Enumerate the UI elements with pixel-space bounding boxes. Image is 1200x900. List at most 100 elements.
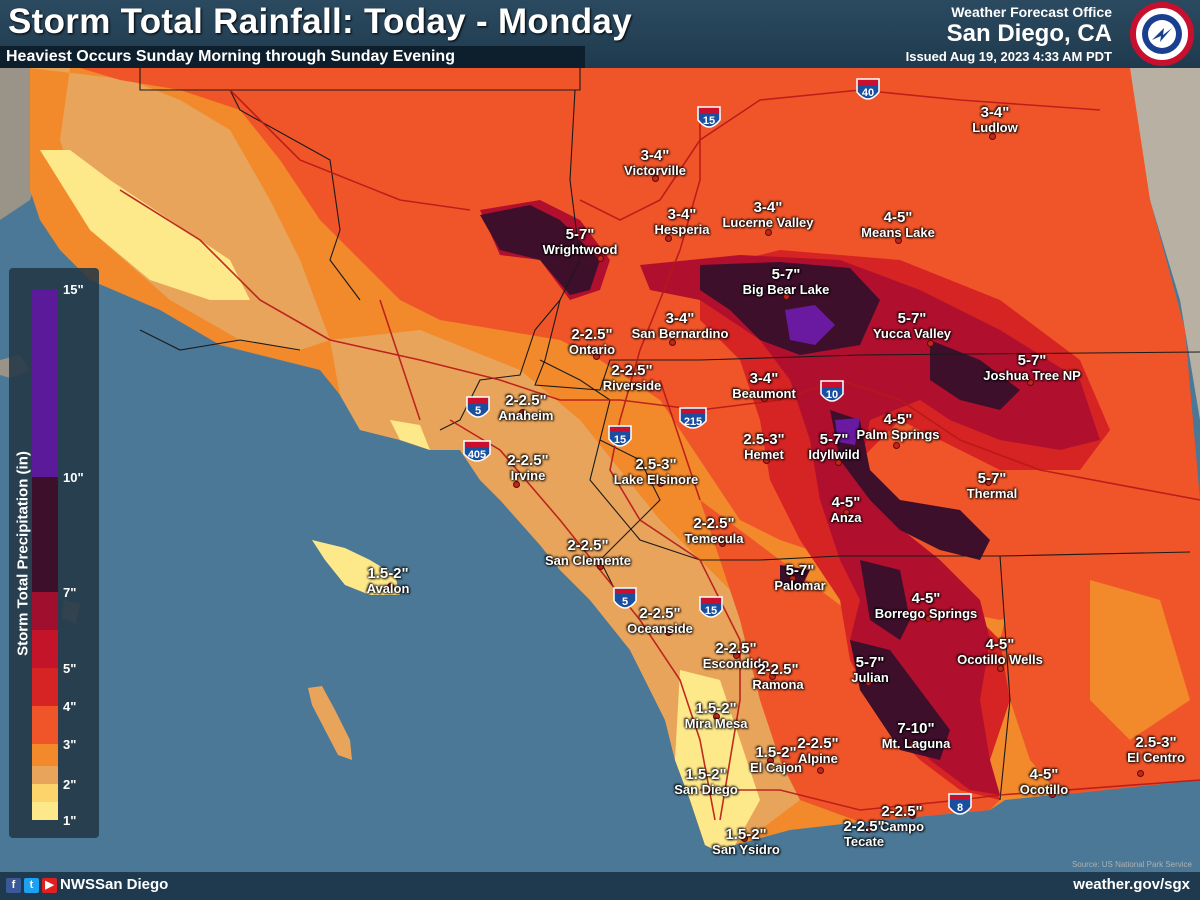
rainfall-amount: 3-4": [980, 104, 1010, 121]
facebook-icon[interactable]: f: [6, 878, 21, 893]
city-label: 5-7" Big Bear Lake: [743, 266, 830, 298]
rainfall-amount: 1.5-2": [755, 744, 797, 761]
rainfall-amount: 5-7": [819, 431, 849, 448]
city-marker: [707, 788, 714, 795]
city-label: 2-2.5" Ontario: [569, 326, 615, 358]
rainfall-amount: 2-2.5": [639, 605, 681, 622]
interstate-shield-icon: 5: [613, 587, 637, 609]
rainfall-amount: 4-5": [883, 209, 913, 226]
rainfall-amount: 5-7": [897, 310, 927, 327]
city-marker: [789, 575, 796, 582]
city-label: 5-7" Idyllwild: [808, 431, 859, 463]
interstate-number: 8: [957, 802, 963, 814]
city-label: 5-7" Joshua Tree NP: [983, 352, 1081, 384]
city-marker: [909, 812, 916, 819]
legend-tick: 5": [63, 661, 77, 676]
city-label: 5-7" Thermal: [967, 470, 1018, 502]
city-marker: [927, 340, 934, 347]
city-name: Ludlow: [972, 120, 1018, 136]
city-name: Palm Springs: [856, 427, 940, 443]
city-label: 5-7" Palomar: [774, 562, 825, 594]
interstate-number: 10: [826, 389, 838, 401]
city-marker: [513, 481, 520, 488]
city-marker: [997, 665, 1004, 672]
city-label: 2-2.5" Oceanside: [627, 605, 693, 637]
legend-title: Storm Total Precipitation (in): [14, 451, 32, 656]
rainfall-amount: 4-5": [1029, 766, 1059, 783]
city-marker: [835, 459, 842, 466]
city-marker: [669, 339, 676, 346]
source-credit: Source: US National Park Service: [1071, 860, 1192, 869]
city-marker: [783, 293, 790, 300]
city-name: Irvine: [510, 468, 546, 484]
city-marker: [909, 742, 916, 749]
legend-tick: 4": [63, 699, 77, 714]
city-name: Campo: [879, 819, 925, 835]
city-label: 1.5-2" Avalon: [367, 565, 410, 597]
interstate-number: 215: [684, 416, 702, 428]
interstate-number: 5: [475, 405, 481, 417]
interstate-shield-icon: 15: [699, 596, 723, 618]
city-name: Joshua Tree NP: [983, 368, 1081, 384]
footer-bar: [0, 872, 1200, 900]
city-label: 3-4" Lucerne Valley: [722, 199, 813, 231]
city-label: 2.5-3" El Centro: [1127, 734, 1185, 766]
rainfall-amount: 2-2.5": [505, 392, 547, 409]
city-label: 3-4" Ludlow: [972, 104, 1018, 136]
city-name: Ocotillo Wells: [957, 652, 1043, 668]
rainfall-amount: 2-2.5": [571, 326, 613, 343]
city-name: Ontario: [568, 342, 616, 358]
city-label: 2-2.5" Tecate: [843, 818, 884, 850]
city-name: Beaumont: [732, 386, 796, 402]
city-name: Tecate: [843, 834, 885, 850]
website-link[interactable]: weather.gov/sgx: [1073, 876, 1190, 893]
city-marker: [985, 479, 992, 486]
interstate-number: 5: [622, 596, 628, 608]
interstate-number: 15: [703, 115, 715, 127]
legend-tick: 10": [63, 470, 84, 485]
interstate-shield-icon: 15: [608, 425, 632, 447]
rainfall-amount: 3-4": [753, 199, 783, 216]
city-marker: [769, 673, 776, 680]
city-name: Big Bear Lake: [742, 282, 830, 298]
rainfall-amount: 4-5": [831, 494, 861, 511]
rainfall-amount: 3-4": [640, 147, 670, 164]
city-name: Lake Elsinore: [613, 472, 699, 488]
city-name: Borrego Springs: [874, 606, 978, 622]
interstate-number: 40: [862, 87, 874, 99]
city-label: 4-5" Ocotillo Wells: [957, 636, 1043, 668]
rainfall-amount: 3-4": [665, 310, 695, 327]
city-marker: [733, 652, 740, 659]
city-name: Alpine: [798, 751, 838, 767]
rainfall-amount: 4-5": [985, 636, 1015, 653]
city-marker: [761, 395, 768, 402]
interstate-shield-icon: 5: [466, 396, 490, 418]
interstate-number: 405: [468, 449, 486, 461]
social-links: f t ▶: [6, 878, 57, 893]
city-name: Means Lake: [861, 225, 935, 241]
city-name: El Cajon: [749, 760, 803, 776]
city-marker: [817, 767, 824, 774]
city-label: 2.5-3" Hemet: [743, 431, 784, 463]
rainfall-amount: 1.5-2": [685, 766, 727, 783]
rainfall-amount: 2-2.5": [757, 661, 799, 678]
city-name: Riverside: [602, 378, 662, 394]
city-label: 2-2.5" Escondido: [703, 640, 769, 672]
city-marker: [763, 457, 770, 464]
city-name: Anaheim: [498, 408, 554, 424]
city-marker: [895, 237, 902, 244]
city-name: Idyllwild: [808, 447, 860, 463]
city-label: 3-4" Beaumont: [732, 370, 796, 402]
social-handle[interactable]: NWSSan Diego: [60, 876, 169, 893]
city-marker: [865, 679, 872, 686]
legend-tick: 7": [63, 585, 77, 600]
youtube-icon[interactable]: ▶: [42, 878, 57, 893]
city-marker: [519, 409, 526, 416]
city-marker: [989, 133, 996, 140]
rainfall-amount: 2-2.5": [715, 640, 757, 657]
rainfall-amount: 2-2.5": [693, 515, 735, 532]
city-label: 1.5-2" El Cajon: [750, 744, 802, 776]
twitter-icon[interactable]: t: [24, 878, 39, 893]
issued-time: Issued Aug 19, 2023 4:33 AM PDT: [905, 49, 1112, 64]
city-label: 7-10" Mt. Laguna: [882, 720, 951, 752]
